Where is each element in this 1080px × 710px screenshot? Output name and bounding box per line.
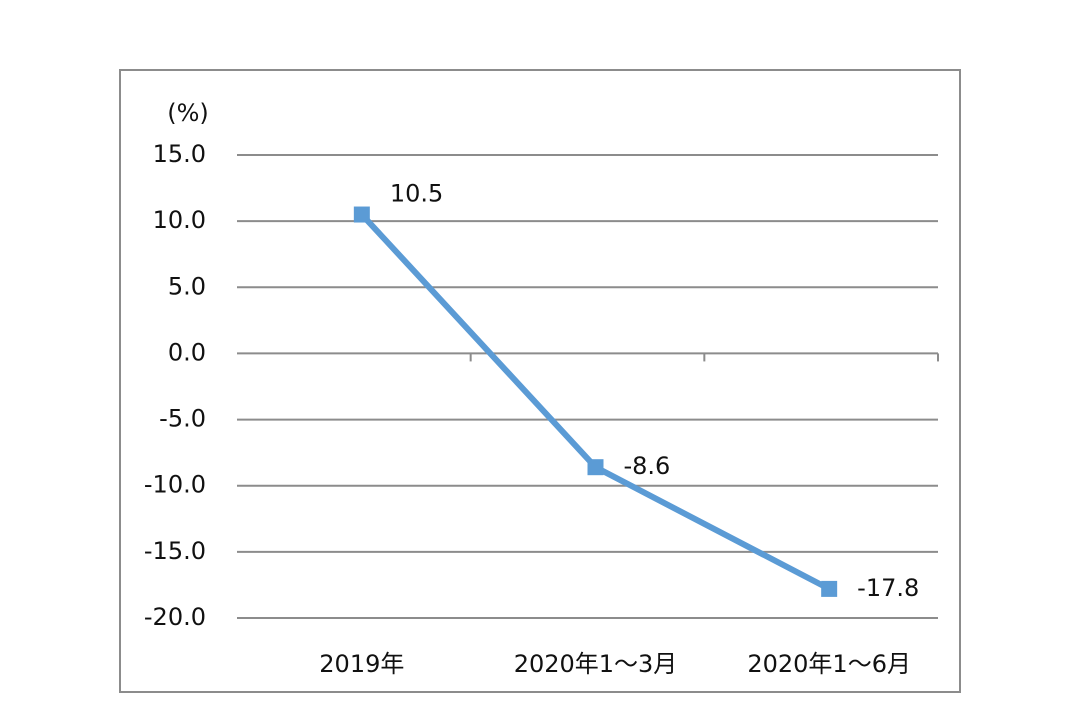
chart-frame [119,69,961,693]
data-label: -8.6 [624,452,671,480]
data-marker [821,580,838,597]
data-label: 10.5 [390,180,443,208]
y-axis-label: (%) [167,99,209,127]
data-line [359,212,831,592]
y-tick-label: 10.0 [153,206,206,234]
x-tick-label: 2019年 [319,650,404,678]
y-tick-label: -5.0 [159,405,206,433]
y-tick-label: -10.0 [144,471,206,499]
x-tick-label: 2020年1～6月 [747,650,911,678]
y-tick-label: 5.0 [168,272,206,300]
x-tick-label: 2020年1～3月 [514,650,678,678]
y-tick-label: 15.0 [153,140,206,168]
y-tick-label: 0.0 [168,338,206,366]
data-marker [353,206,370,223]
y-tick-label: -20.0 [144,603,206,631]
y-tick-label: -15.0 [144,537,206,565]
data-label: -17.8 [857,574,919,602]
data-marker [587,459,604,476]
